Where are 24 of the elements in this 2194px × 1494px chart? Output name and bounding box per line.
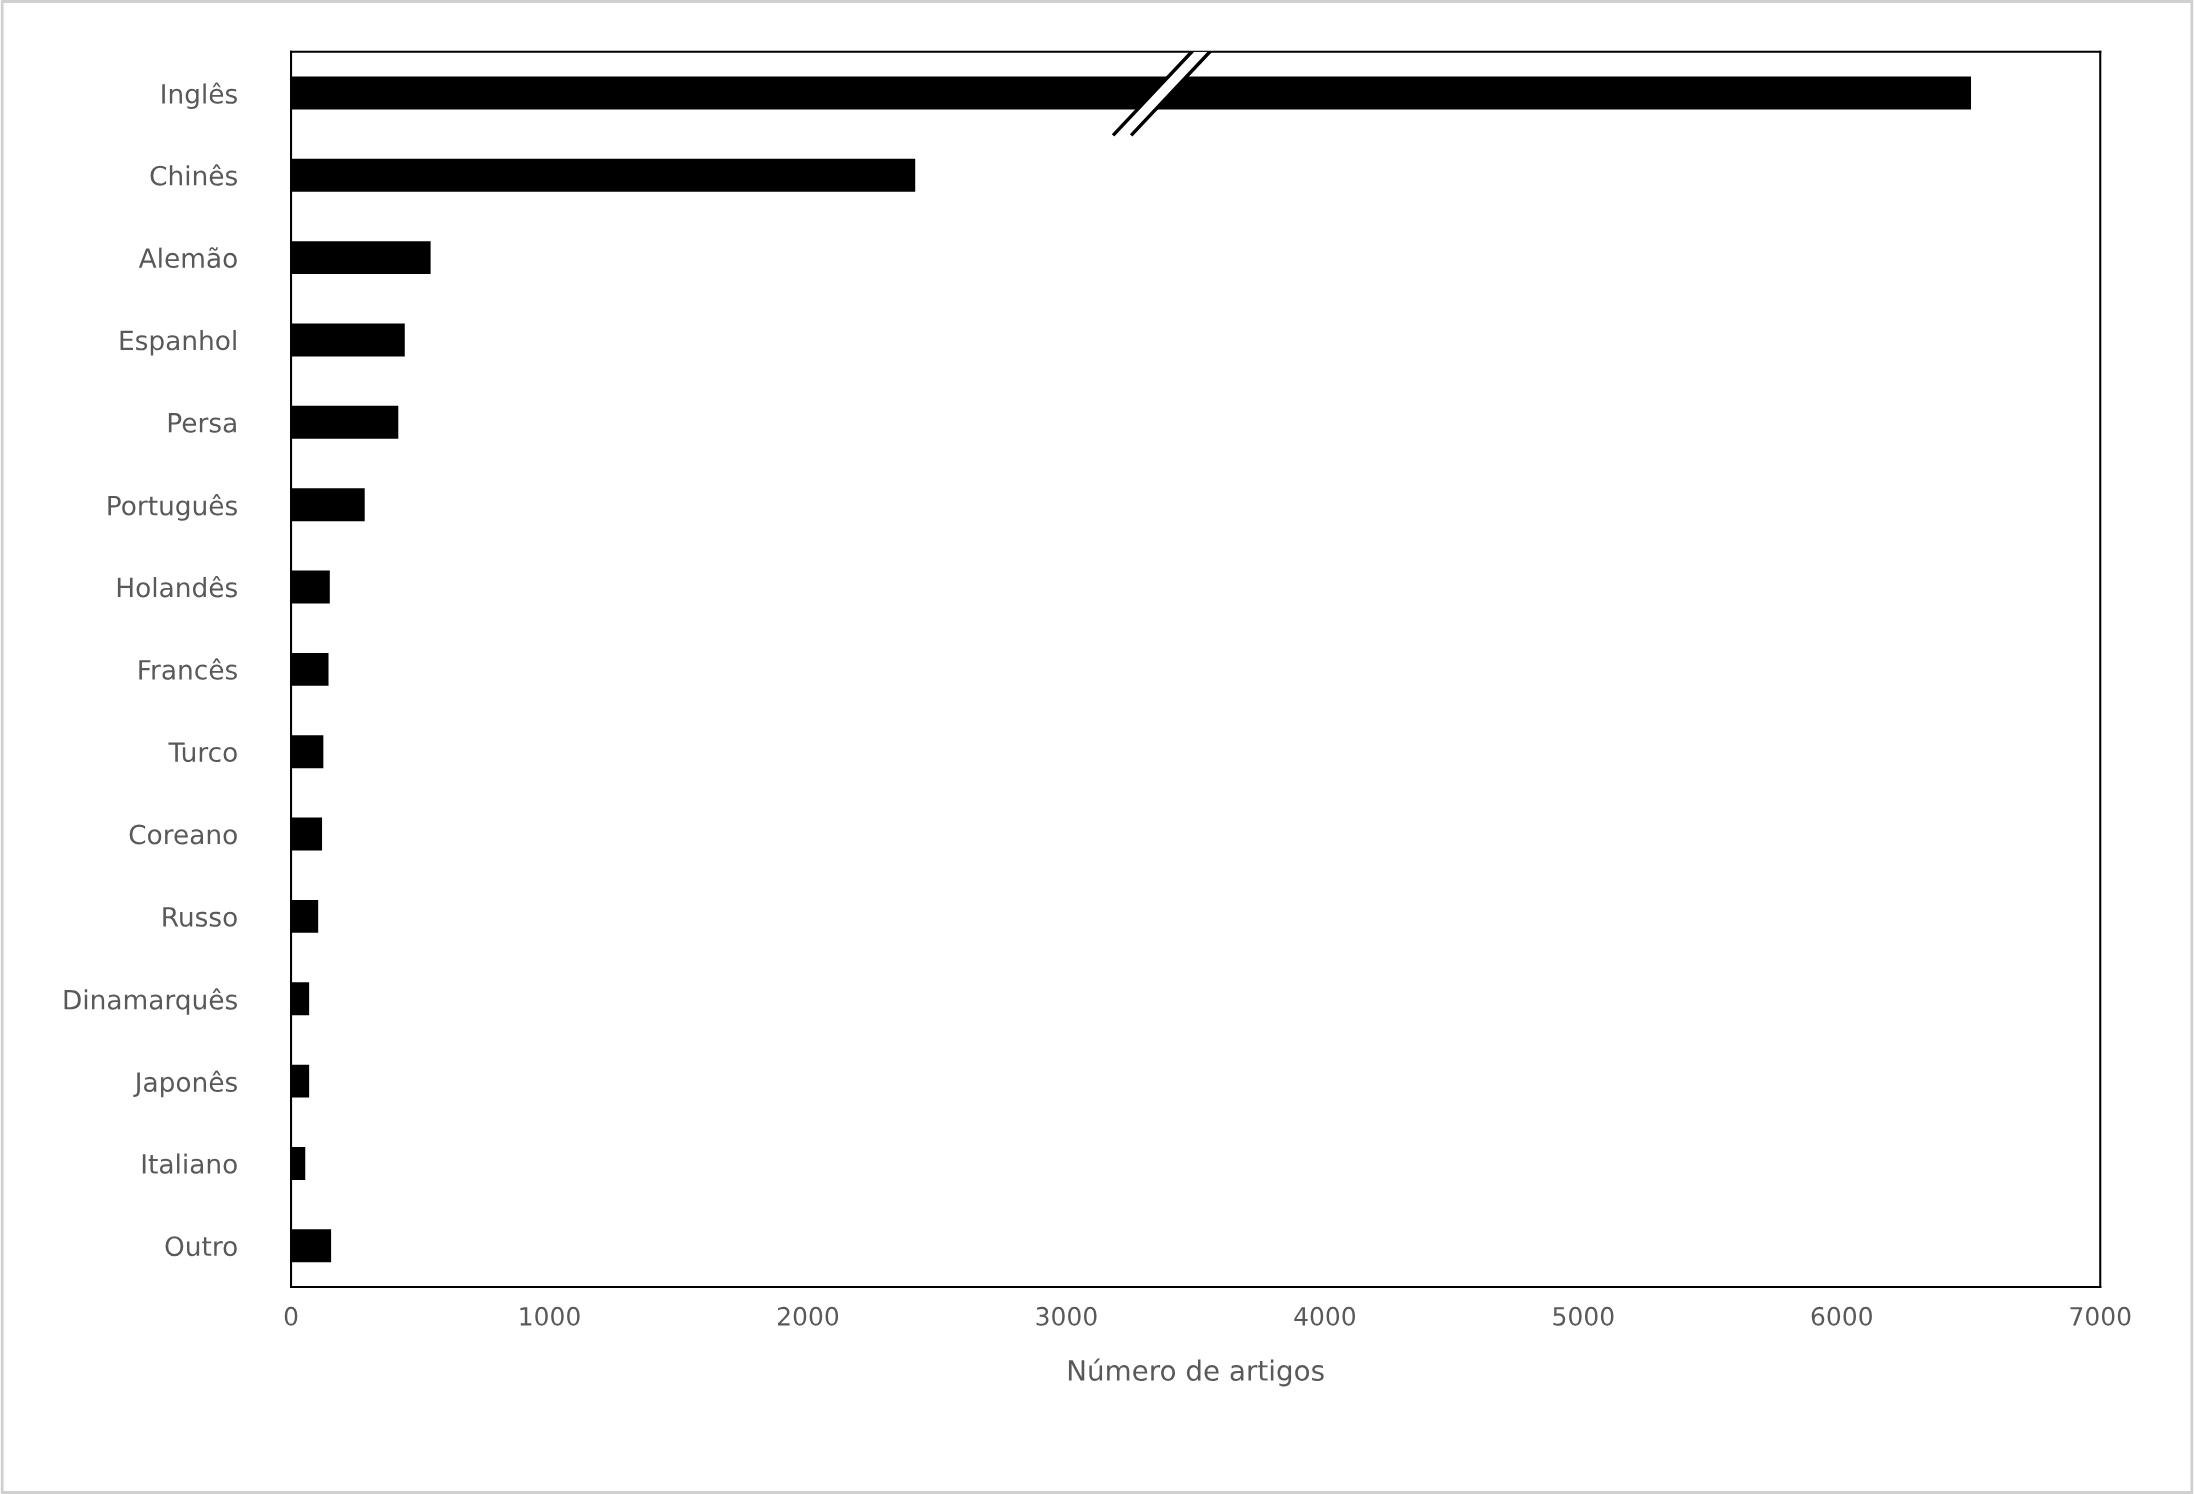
y-tick-label: Inglês (162, 82, 237, 109)
y-tick-label: Francês (139, 658, 237, 680)
y-tick-label: Chinês (150, 164, 237, 186)
y-tick-label: Italiano (142, 1153, 237, 1174)
x-axis-title: Número de artigos (1068, 1358, 1324, 1387)
x-tick-label: 7000 (2070, 1306, 2131, 1326)
y-tick-label: Dinamarquês (64, 988, 237, 1015)
x-tick-label: 4000 (1294, 1306, 1356, 1326)
y-tick-label: Holandês (117, 575, 237, 598)
y-tick-label: Coreano (129, 824, 237, 845)
y-tick-label: Português (108, 494, 237, 521)
y-tick-label: Turco (168, 742, 237, 763)
x-tick-label: 6000 (1811, 1306, 1872, 1326)
x-tick-label: 1000 (520, 1306, 580, 1326)
x-tick-label: 3000 (1036, 1306, 1097, 1326)
y-tick-label: Outro (165, 1236, 237, 1257)
x-tick-label: 0 (284, 1306, 298, 1326)
y-tick-label: Espanhol (120, 329, 236, 356)
y-tick-label: Alemão (138, 247, 237, 269)
x-tick-label: 5000 (1553, 1306, 1614, 1326)
y-tick-label: Persa (168, 413, 236, 433)
y-tick-label: Russo (163, 907, 237, 927)
y-tick-label: Japonês (133, 1070, 237, 1098)
x-tick-label: 2000 (777, 1306, 839, 1326)
